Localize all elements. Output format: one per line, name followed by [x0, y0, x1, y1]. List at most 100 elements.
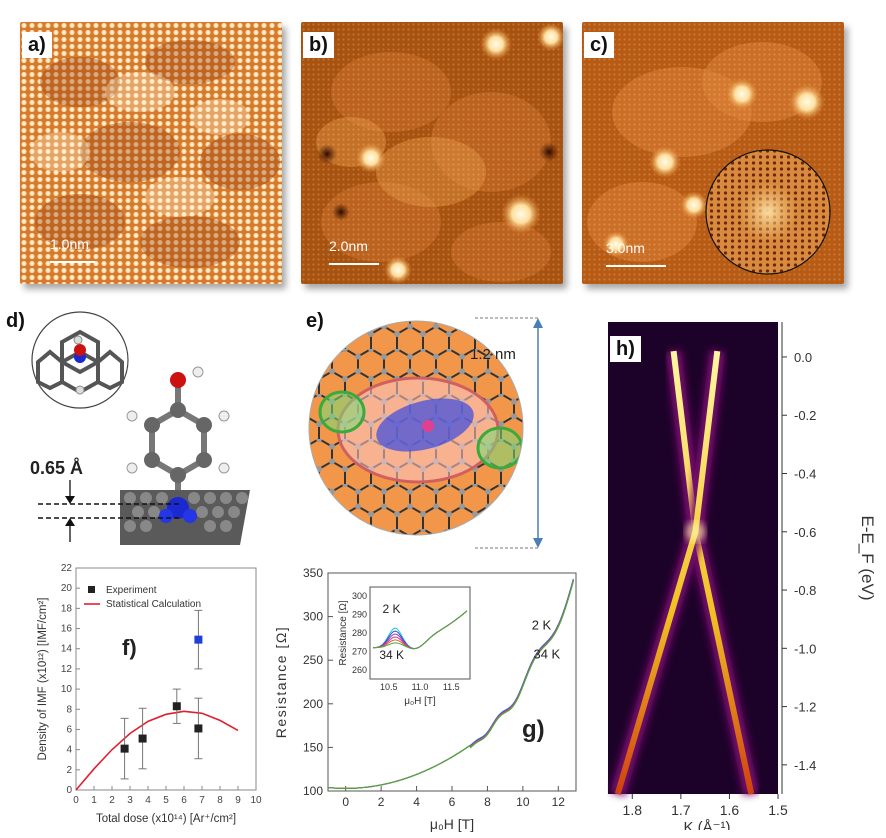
legend-marker-experiment: [88, 586, 95, 593]
scale-label-c: 3.0nm: [606, 240, 645, 256]
data-point-f: [120, 744, 129, 753]
panel-label-a: a): [22, 32, 52, 58]
inset-x-tick-label-g: 11.0: [412, 682, 429, 692]
x-tick-label-f: 10: [250, 795, 262, 806]
y-tick-label-g: 250: [303, 653, 323, 667]
y-tick-label-g: 350: [303, 566, 323, 580]
x-tick-label-g: 8: [484, 795, 491, 809]
x-tick-label-f: 7: [199, 795, 205, 806]
y-tick-label-g: 100: [303, 784, 323, 798]
y-tick-label-f: 6: [66, 724, 72, 735]
chart-g: 0 2 4 6 8 10 12 100 150 200 250 300 350 μ₀H [T] Resist…: [273, 566, 577, 832]
x-tick-label-g: 2: [378, 795, 385, 809]
inset-annotation-2k-g: 2 K: [383, 602, 401, 616]
x-tick-label-g: 10: [516, 795, 530, 809]
x-tick-label-g: 4: [413, 795, 420, 809]
y-tick-label-h: -1.0: [794, 641, 816, 656]
calculation-line-f: [75, 710, 239, 791]
inset-y-tick-label-g: 270: [352, 646, 367, 656]
panel-label-g: g): [522, 716, 545, 743]
annotation-2k-g: 2 K: [532, 618, 552, 633]
inset-x-axis-label-g: μ₀H [T]: [404, 696, 436, 707]
x-tick-label-h: 1.6: [720, 802, 740, 818]
size-label-e: 1.2 nm: [470, 346, 516, 363]
chart-h: 0.0 -0.2 -0.4 -0.6 -0.8 -1.0 -1.2 -1.4 E-E_F (eV…: [608, 322, 877, 830]
inset-y-tick-label-g: 290: [352, 610, 367, 620]
x-tick-label-f: 9: [235, 795, 241, 806]
x-axis-label-g: μ₀H [T]: [430, 816, 474, 832]
y-tick-label-f: 8: [66, 704, 72, 715]
panel-label-h: h): [610, 336, 641, 362]
y-tick-label-f: 10: [61, 684, 73, 695]
x-tick-label-f: 6: [181, 795, 187, 806]
y-tick-label-g: 150: [303, 740, 323, 754]
data-point-f: [172, 702, 181, 711]
x-tick-label-f: 0: [73, 795, 79, 806]
x-tick-label-f: 3: [127, 795, 133, 806]
y-tick-label-h: -0.4: [794, 467, 816, 482]
height-label-d: 0.65 Å: [30, 458, 84, 478]
x-tick-label-f: 4: [145, 795, 151, 806]
inset-y-tick-label-g: 280: [352, 628, 367, 638]
y-tick-label-h: -1.2: [794, 700, 816, 715]
scale-label-a: 1.0nm: [50, 236, 89, 252]
data-point-f: [138, 734, 147, 743]
panel-label-c: c): [584, 32, 614, 58]
y-tick-label-h: -0.2: [794, 408, 816, 423]
y-tick-label-f: 18: [61, 603, 73, 614]
x-tick-label-f: 8: [217, 795, 223, 806]
data-point-f: [194, 635, 203, 644]
x-tick-label-f: 2: [109, 795, 115, 806]
y-axis-label-f: Density of IMF (x10¹²) [IMF/cm²]: [37, 598, 49, 761]
y-tick-label-f: 16: [61, 624, 73, 635]
y-tick-label-h: -1.4: [794, 758, 816, 773]
y-tick-label-f: 2: [66, 765, 72, 776]
y-tick-label-f: 22: [61, 563, 73, 574]
scale-label-b: 2.0nm: [329, 238, 368, 254]
x-tick-label-g: 6: [449, 795, 456, 809]
y-tick-label-h: 0.0: [794, 350, 812, 365]
y-tick-label-f: 12: [61, 664, 73, 675]
legend-label-experiment: Experiment: [106, 585, 157, 596]
legend-label-calculation: Statistical Calculation: [106, 599, 201, 610]
inset-curve-g: [373, 610, 468, 650]
graphene-diagram-e: [308, 317, 543, 549]
data-point-f: [194, 724, 203, 733]
inset-x-tick-label-g: 11.5: [443, 682, 460, 692]
panel-label-b: b): [303, 32, 334, 58]
inset-y-tick-label-g: 300: [352, 591, 367, 601]
panel-label-d: d): [6, 310, 25, 332]
x-tick-label-g: 0: [342, 795, 349, 809]
x-tick-label-h: 1.5: [768, 802, 788, 818]
x-axis-label-f: Total dose (x10¹⁴) [Ar⁺/cm²]: [96, 813, 236, 825]
panel-label-e: e): [306, 310, 324, 332]
inset-annotation-34k-g: 34 K: [379, 648, 404, 662]
inset-y-tick-label-g: 260: [352, 665, 367, 675]
x-tick-label-h: 1.8: [623, 802, 643, 818]
stm-image-a: 1.0nm: [20, 22, 282, 284]
y-tick-label-h: -0.8: [794, 583, 816, 598]
y-tick-label-f: 20: [61, 583, 73, 594]
y-tick-label-h: -0.6: [794, 525, 816, 540]
inset-x-tick-label-g: 10.5: [380, 682, 398, 692]
inset-frame-g: [369, 586, 471, 680]
x-tick-label-h: 1.7: [671, 802, 691, 818]
x-tick-label-g: 12: [552, 795, 566, 809]
annotation-34k-g: 34 K: [533, 646, 560, 661]
x-tick-label-f: 5: [163, 795, 169, 806]
molecule-diagram-d: [31, 311, 250, 545]
stm-image-c: 3.0nm: [582, 22, 844, 284]
y-axis-label-g: Resistance [Ω]: [273, 626, 289, 738]
x-tick-label-f: 1: [91, 795, 97, 806]
y-axis-label-h: E-E_F (eV): [858, 515, 877, 600]
y-tick-label-f: 14: [61, 644, 73, 655]
y-tick-label-g: 300: [303, 610, 323, 624]
panel-label-f: f): [122, 635, 137, 660]
y-tick-label-g: 200: [303, 697, 323, 711]
x-axis-label-h: K (Å⁻¹): [683, 819, 730, 830]
y-tick-label-f: 0: [66, 785, 72, 796]
stm-image-b: 2.0nm: [301, 22, 563, 284]
y-tick-label-f: 4: [66, 745, 72, 756]
resistance-curve-g: [327, 581, 574, 789]
